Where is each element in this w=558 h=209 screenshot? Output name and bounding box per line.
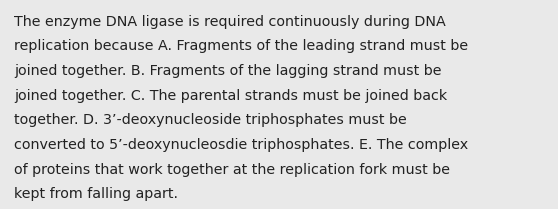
Text: replication because A. Fragments of the leading strand must be: replication because A. Fragments of the … [14,39,468,53]
Text: together. D. 3’-deoxynucleoside triphosphates must be: together. D. 3’-deoxynucleoside triphosp… [14,113,407,127]
Text: converted to 5’-deoxynucleosdie triphosphates. E. The complex: converted to 5’-deoxynucleosdie triphosp… [14,138,468,152]
Text: kept from falling apart.: kept from falling apart. [14,187,178,201]
Text: The enzyme DNA ligase is required continuously during DNA: The enzyme DNA ligase is required contin… [14,15,446,29]
Text: of proteins that work together at the replication fork must be: of proteins that work together at the re… [14,163,450,177]
Text: joined together. C. The parental strands must be joined back: joined together. C. The parental strands… [14,89,447,103]
Text: joined together. B. Fragments of the lagging strand must be: joined together. B. Fragments of the lag… [14,64,441,78]
